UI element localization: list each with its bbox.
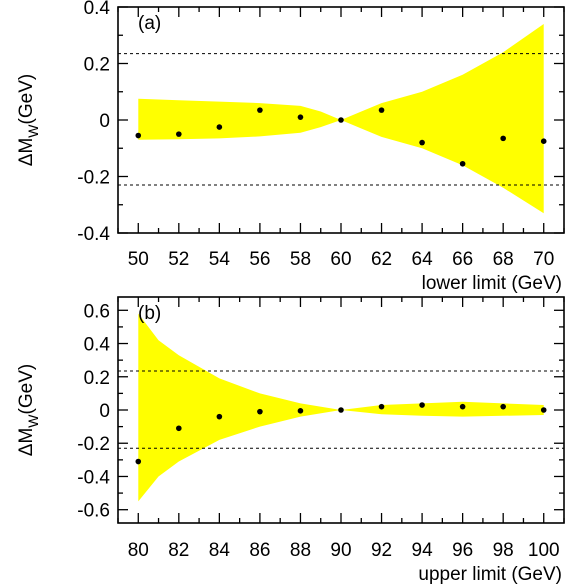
data-point xyxy=(500,135,506,142)
x-tick-label: 66 xyxy=(452,249,473,270)
x-tick-label: 92 xyxy=(371,540,392,561)
x-tick-label: 54 xyxy=(209,249,231,270)
x-tick-label: 94 xyxy=(412,540,434,561)
data-point xyxy=(216,124,223,130)
data-point xyxy=(338,117,344,123)
x-tick-label: 62 xyxy=(371,249,392,270)
data-point xyxy=(419,402,425,408)
y-tick-label: -0.2 xyxy=(77,434,110,455)
y-tick-label: 0.4 xyxy=(84,0,111,19)
y-axis-label-subscript: W xyxy=(25,124,41,138)
y-tick-label: -0.4 xyxy=(77,467,110,488)
y-tick-label: -0.6 xyxy=(77,501,110,522)
x-tick-label: 64 xyxy=(412,249,434,270)
x-tick-label: 80 xyxy=(128,540,149,561)
data-point xyxy=(257,107,263,113)
x-tick-label: 96 xyxy=(452,540,473,561)
x-tick-label: 70 xyxy=(533,249,554,270)
y-axis-label: ΔMW(GeV) xyxy=(16,364,41,456)
data-point xyxy=(540,407,547,413)
panel-label: (a) xyxy=(138,13,161,34)
x-tick-label: 88 xyxy=(290,540,311,561)
y-tick-label: 0.2 xyxy=(84,55,110,76)
data-point xyxy=(216,413,223,420)
uncertainty-band xyxy=(138,24,544,214)
y-axis-label: ΔMW(GeV) xyxy=(16,74,41,166)
data-point xyxy=(419,139,425,146)
x-tick-label: 82 xyxy=(168,540,189,561)
x-tick-label: 58 xyxy=(290,249,311,270)
y-axis-label-unit: (GeV) xyxy=(16,364,37,415)
y-axis-label-main: ΔM xyxy=(16,138,37,167)
y-tick-label: 0 xyxy=(99,401,110,422)
data-point xyxy=(459,403,466,410)
data-point xyxy=(135,132,142,139)
x-tick-label: 86 xyxy=(249,540,270,561)
x-tick-label: 60 xyxy=(330,249,351,270)
y-tick-label: -0.2 xyxy=(77,168,110,189)
y-tick-label: 0 xyxy=(99,111,110,132)
x-tick-label: 90 xyxy=(330,540,351,561)
y-axis-label-unit: (GeV) xyxy=(16,74,37,125)
x-tick-label: 68 xyxy=(493,249,514,270)
data-point xyxy=(378,107,385,113)
y-axis-label-subscript: W xyxy=(25,414,41,428)
data-point xyxy=(297,408,304,414)
data-point xyxy=(176,425,182,432)
x-tick-label: 50 xyxy=(128,249,149,270)
x-tick-label: 56 xyxy=(249,249,270,270)
data-point xyxy=(500,403,506,410)
data-point xyxy=(338,407,344,413)
data-point xyxy=(297,114,304,120)
data-point xyxy=(176,131,182,137)
y-axis-label-main: ΔM xyxy=(16,428,37,457)
x-tick-label: 52 xyxy=(168,249,189,270)
y-tick-label: 0.4 xyxy=(84,335,111,356)
x-axis-label: upper limit (GeV) xyxy=(418,564,562,585)
data-point xyxy=(540,138,547,144)
data-point xyxy=(257,408,263,415)
x-tick-label: 98 xyxy=(493,540,514,561)
panel-a: 50 52 54 56 58 60 62 64 66 68 70 -0.4 -0.2 0 0.2 0.4 (a)… xyxy=(16,0,565,294)
panel-label: (b) xyxy=(138,303,161,324)
x-axis-label: lower limit (GeV) xyxy=(422,273,562,294)
data-point xyxy=(378,403,385,410)
y-tick-label: 0.2 xyxy=(84,368,110,389)
x-tick-label: 84 xyxy=(209,540,231,561)
data-point xyxy=(459,160,466,167)
x-tick-label: 100 xyxy=(528,540,560,561)
panel-b: 80 82 84 86 88 90 92 94 96 98 100 -0.6 -0.4 -0.2 0 0.2 0… xyxy=(16,296,565,585)
y-tick-label: 0.6 xyxy=(84,301,110,322)
data-point xyxy=(135,458,142,465)
y-tick-label: -0.4 xyxy=(77,224,110,245)
